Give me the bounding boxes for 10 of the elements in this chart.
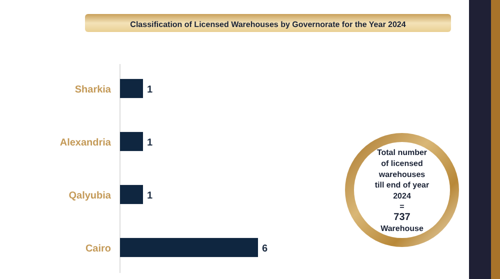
y-tick-label: Cairo (85, 244, 111, 254)
y-tick-label: Sharkia (74, 84, 112, 96)
chart-title: Classification of Licensed Warehouses by Governorate for the Year 2024 (130, 20, 406, 29)
text: Total number of licensed warehouses till end of year 2024 = 737 Warehouse (374, 148, 430, 233)
y-tick-label: Qalyubia (68, 190, 112, 202)
data-label: 6 (262, 244, 268, 254)
data-label: 1 (147, 190, 153, 202)
data-label: 1 (147, 84, 153, 96)
y-tick-label: Alexandria (60, 138, 112, 148)
data-label: 1 (147, 138, 153, 148)
